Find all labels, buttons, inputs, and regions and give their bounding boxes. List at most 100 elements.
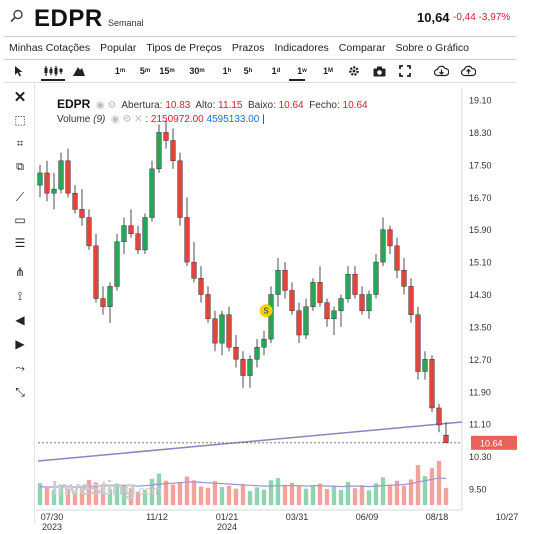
menu-item-tipos-de-precos[interactable]: Tipos de Preços bbox=[146, 42, 222, 54]
candle-body bbox=[205, 294, 211, 320]
volume-bar bbox=[436, 461, 442, 505]
timeframe-unit: w bbox=[302, 68, 307, 74]
candle-body bbox=[338, 298, 344, 311]
low-value: 10.64 bbox=[278, 100, 304, 111]
menu-item-comparar[interactable]: Comparar bbox=[338, 42, 386, 54]
search-icon[interactable] bbox=[10, 9, 24, 23]
close-icon[interactable]: ✕ bbox=[13, 89, 27, 106]
y-tick-label: 15.10 bbox=[469, 258, 492, 268]
pitchfork-tool-icon[interactable]: ⋔ bbox=[14, 265, 26, 279]
horizontal-lines-tool-icon[interactable]: ☰ bbox=[14, 236, 26, 250]
candle-body bbox=[443, 434, 449, 444]
volume-bar bbox=[380, 477, 386, 505]
candle-body bbox=[429, 359, 435, 409]
candle-body bbox=[317, 282, 323, 303]
candle-body bbox=[219, 314, 225, 344]
fullscreen-icon[interactable] bbox=[398, 63, 412, 79]
candle-body bbox=[44, 172, 50, 194]
candle-body bbox=[296, 310, 302, 336]
timeframe-unit: m bbox=[119, 68, 126, 74]
timeframe-15m[interactable]: 15 m bbox=[157, 63, 177, 79]
close-value: 10.64 bbox=[342, 100, 368, 111]
volume-bar bbox=[191, 480, 197, 505]
volume-bar bbox=[296, 486, 302, 505]
volume-bar bbox=[282, 484, 288, 505]
candle-body bbox=[51, 188, 57, 194]
eraser-tool-icon[interactable]: ⌗ bbox=[16, 137, 24, 150]
x-tick-year-label: 2024 bbox=[217, 522, 237, 532]
cursor-icon[interactable] bbox=[12, 63, 26, 79]
candle-body bbox=[359, 294, 365, 311]
trendline-tool-icon[interactable]: ⟋ bbox=[15, 189, 25, 204]
menu-item-sobre-o-grafico[interactable]: Sobre o Gráfico bbox=[395, 42, 470, 54]
fibonacci-tool-icon[interactable]: ⟟ bbox=[17, 288, 23, 303]
camera-icon[interactable] bbox=[372, 63, 386, 79]
timeframe-number: 30 bbox=[189, 66, 200, 76]
copy-tool-icon[interactable]: ⧉ bbox=[16, 160, 24, 173]
volume-bar bbox=[394, 480, 400, 505]
x-tick-label: 11/12 bbox=[146, 512, 168, 522]
upload-cloud-icon[interactable] bbox=[460, 63, 476, 79]
candle-body bbox=[135, 233, 141, 251]
measure-tool-icon[interactable]: ⤡ bbox=[15, 384, 25, 399]
volume-bar bbox=[100, 487, 106, 505]
rectangle-tool-icon[interactable]: ▭ bbox=[14, 213, 26, 227]
crosshair-select-icon[interactable]: ⬚ bbox=[14, 113, 26, 127]
menu-item-indicadores[interactable]: Indicadores bbox=[274, 42, 329, 54]
volume-bar bbox=[345, 481, 351, 505]
volume-bar bbox=[51, 489, 57, 505]
menu-item-prazos[interactable]: Prazos bbox=[231, 42, 265, 54]
candle-body bbox=[212, 318, 218, 344]
last-price: 10,64 bbox=[417, 10, 450, 25]
timeframe-30m[interactable]: 30 m bbox=[187, 63, 207, 79]
volume-bar bbox=[289, 482, 295, 505]
high-label: Alto: bbox=[195, 100, 216, 111]
download-cloud-icon[interactable] bbox=[433, 63, 449, 79]
volume-bar bbox=[422, 476, 428, 505]
arrow-left-tool-icon[interactable]: ◀ bbox=[15, 313, 25, 327]
candle-body bbox=[163, 132, 169, 141]
y-tick-label: 13.50 bbox=[469, 322, 492, 332]
volume-bar bbox=[37, 483, 43, 505]
ohlc-legend: EDPR ◉ ⚙ Abertura: 10.83 Alto: 11.15 Bai… bbox=[57, 97, 368, 111]
candle-body bbox=[93, 245, 99, 299]
volume-bar bbox=[128, 488, 134, 505]
candle-body bbox=[310, 282, 316, 307]
menu-item-popular[interactable]: Popular bbox=[100, 42, 137, 54]
candle-body bbox=[149, 168, 155, 218]
volume-bar bbox=[415, 465, 421, 505]
candlestick-type-icon[interactable] bbox=[42, 63, 64, 79]
volume-bar bbox=[177, 481, 183, 505]
timeframe-unit: h bbox=[227, 68, 232, 74]
volume-eye-icon[interactable]: ◉ ⚙ ✕ bbox=[108, 114, 146, 125]
timeframe-number: 1 bbox=[297, 66, 303, 76]
candle-body bbox=[373, 261, 379, 295]
volume-label: Volume bbox=[57, 114, 91, 125]
candle-body bbox=[233, 346, 239, 360]
timeframe-number: 5 bbox=[243, 66, 249, 76]
volume-bar bbox=[219, 486, 225, 505]
candle-body bbox=[72, 192, 78, 210]
trendline bbox=[37, 421, 463, 462]
gear-icon[interactable] bbox=[347, 63, 361, 79]
y-tick-label: 18.30 bbox=[469, 128, 492, 138]
volume-bar bbox=[170, 484, 176, 505]
eye-icon[interactable]: ◉ ⚙ bbox=[93, 100, 120, 111]
arrow-right-tool-icon[interactable]: ▶ bbox=[15, 337, 25, 351]
y-tick-label: 10.30 bbox=[469, 452, 492, 462]
area-type-icon[interactable] bbox=[72, 63, 86, 79]
pattern-tool-icon[interactable]: ⤳ bbox=[15, 360, 25, 375]
chart-toolbar: 1 m 5 m 15 m 30 m 1 h 5 h 1 d 1 w 1 M bbox=[4, 60, 516, 83]
menu-item-minhas-cotacoes[interactable]: Minhas Cotações bbox=[9, 42, 91, 54]
candle-body bbox=[324, 302, 330, 320]
candle-body bbox=[289, 290, 295, 311]
candle-body bbox=[177, 160, 183, 218]
